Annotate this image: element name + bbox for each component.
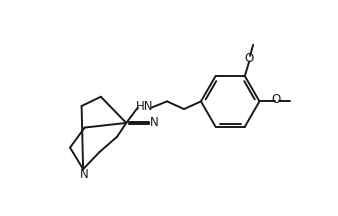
Text: N: N	[150, 116, 158, 129]
Text: N: N	[79, 168, 88, 181]
Text: O: O	[245, 52, 254, 65]
Text: O: O	[271, 93, 280, 106]
Text: HN: HN	[136, 100, 153, 113]
